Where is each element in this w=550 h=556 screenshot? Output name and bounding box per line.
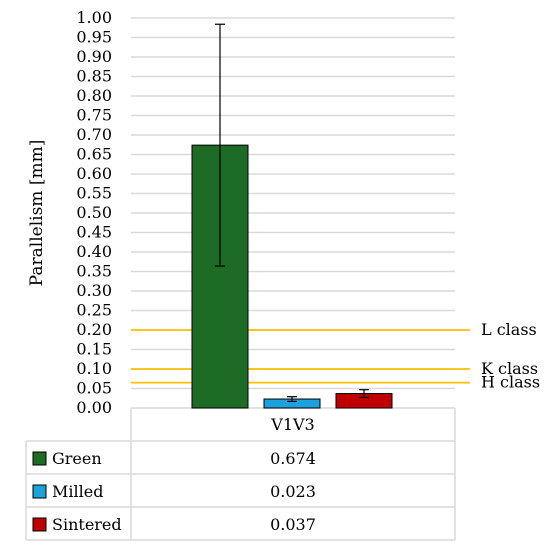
data-label-milled: 0.023 bbox=[270, 482, 316, 501]
y-tick-label: 0.45 bbox=[76, 223, 112, 242]
y-tick-label: 0.50 bbox=[76, 203, 112, 222]
data-label-green: 0.674 bbox=[270, 449, 316, 468]
y-axis-title: Parallelism [mm] bbox=[27, 140, 47, 287]
legend-label-sintered: Sintered bbox=[52, 515, 122, 534]
data-label-sintered: 0.037 bbox=[270, 515, 316, 534]
y-tick-label: 0.10 bbox=[76, 359, 112, 378]
category-label: V1V3 bbox=[270, 415, 314, 434]
y-tick-label: 0.00 bbox=[76, 398, 112, 417]
y-tick-label: 0.80 bbox=[76, 86, 112, 105]
y-tick-label: 0.25 bbox=[76, 301, 112, 320]
y-tick-label: 0.95 bbox=[76, 28, 112, 47]
y-tick-label: 0.35 bbox=[76, 262, 112, 281]
legend-swatch-milled bbox=[32, 484, 47, 499]
legend-swatch-green bbox=[32, 451, 47, 466]
y-tick-label: 0.90 bbox=[76, 47, 112, 66]
ref-label-l-class: L class bbox=[481, 320, 537, 339]
y-tick-label: 0.70 bbox=[76, 125, 112, 144]
error-bars bbox=[215, 23, 369, 402]
y-tick-label: 0.30 bbox=[76, 281, 112, 300]
y-tick-label: 0.40 bbox=[76, 242, 112, 261]
ref-label-h-class: H class bbox=[481, 373, 540, 392]
y-tick-label: 0.55 bbox=[76, 184, 112, 203]
y-tick-label: 0.65 bbox=[76, 145, 112, 164]
ref-label-k-class: K class bbox=[481, 359, 538, 378]
y-tick-label: 0.15 bbox=[76, 340, 112, 359]
legend-swatch-sintered bbox=[32, 517, 47, 532]
y-axis-ticks: 0.000.050.100.150.200.250.300.350.400.45… bbox=[76, 8, 112, 417]
legend-label-milled: Milled bbox=[52, 482, 103, 501]
y-tick-label: 1.00 bbox=[76, 8, 112, 27]
y-tick-label: 0.05 bbox=[76, 379, 112, 398]
y-tick-label: 0.85 bbox=[76, 67, 112, 86]
y-tick-label: 0.75 bbox=[76, 106, 112, 125]
gridlines bbox=[131, 17, 455, 409]
legend-label-green: Green bbox=[52, 449, 102, 468]
y-tick-label: 0.60 bbox=[76, 164, 112, 183]
data-table: V1V3 Green 0.674 Milled 0.023 Sintered 0.037 bbox=[25, 408, 456, 541]
y-tick-label: 0.20 bbox=[76, 320, 112, 339]
